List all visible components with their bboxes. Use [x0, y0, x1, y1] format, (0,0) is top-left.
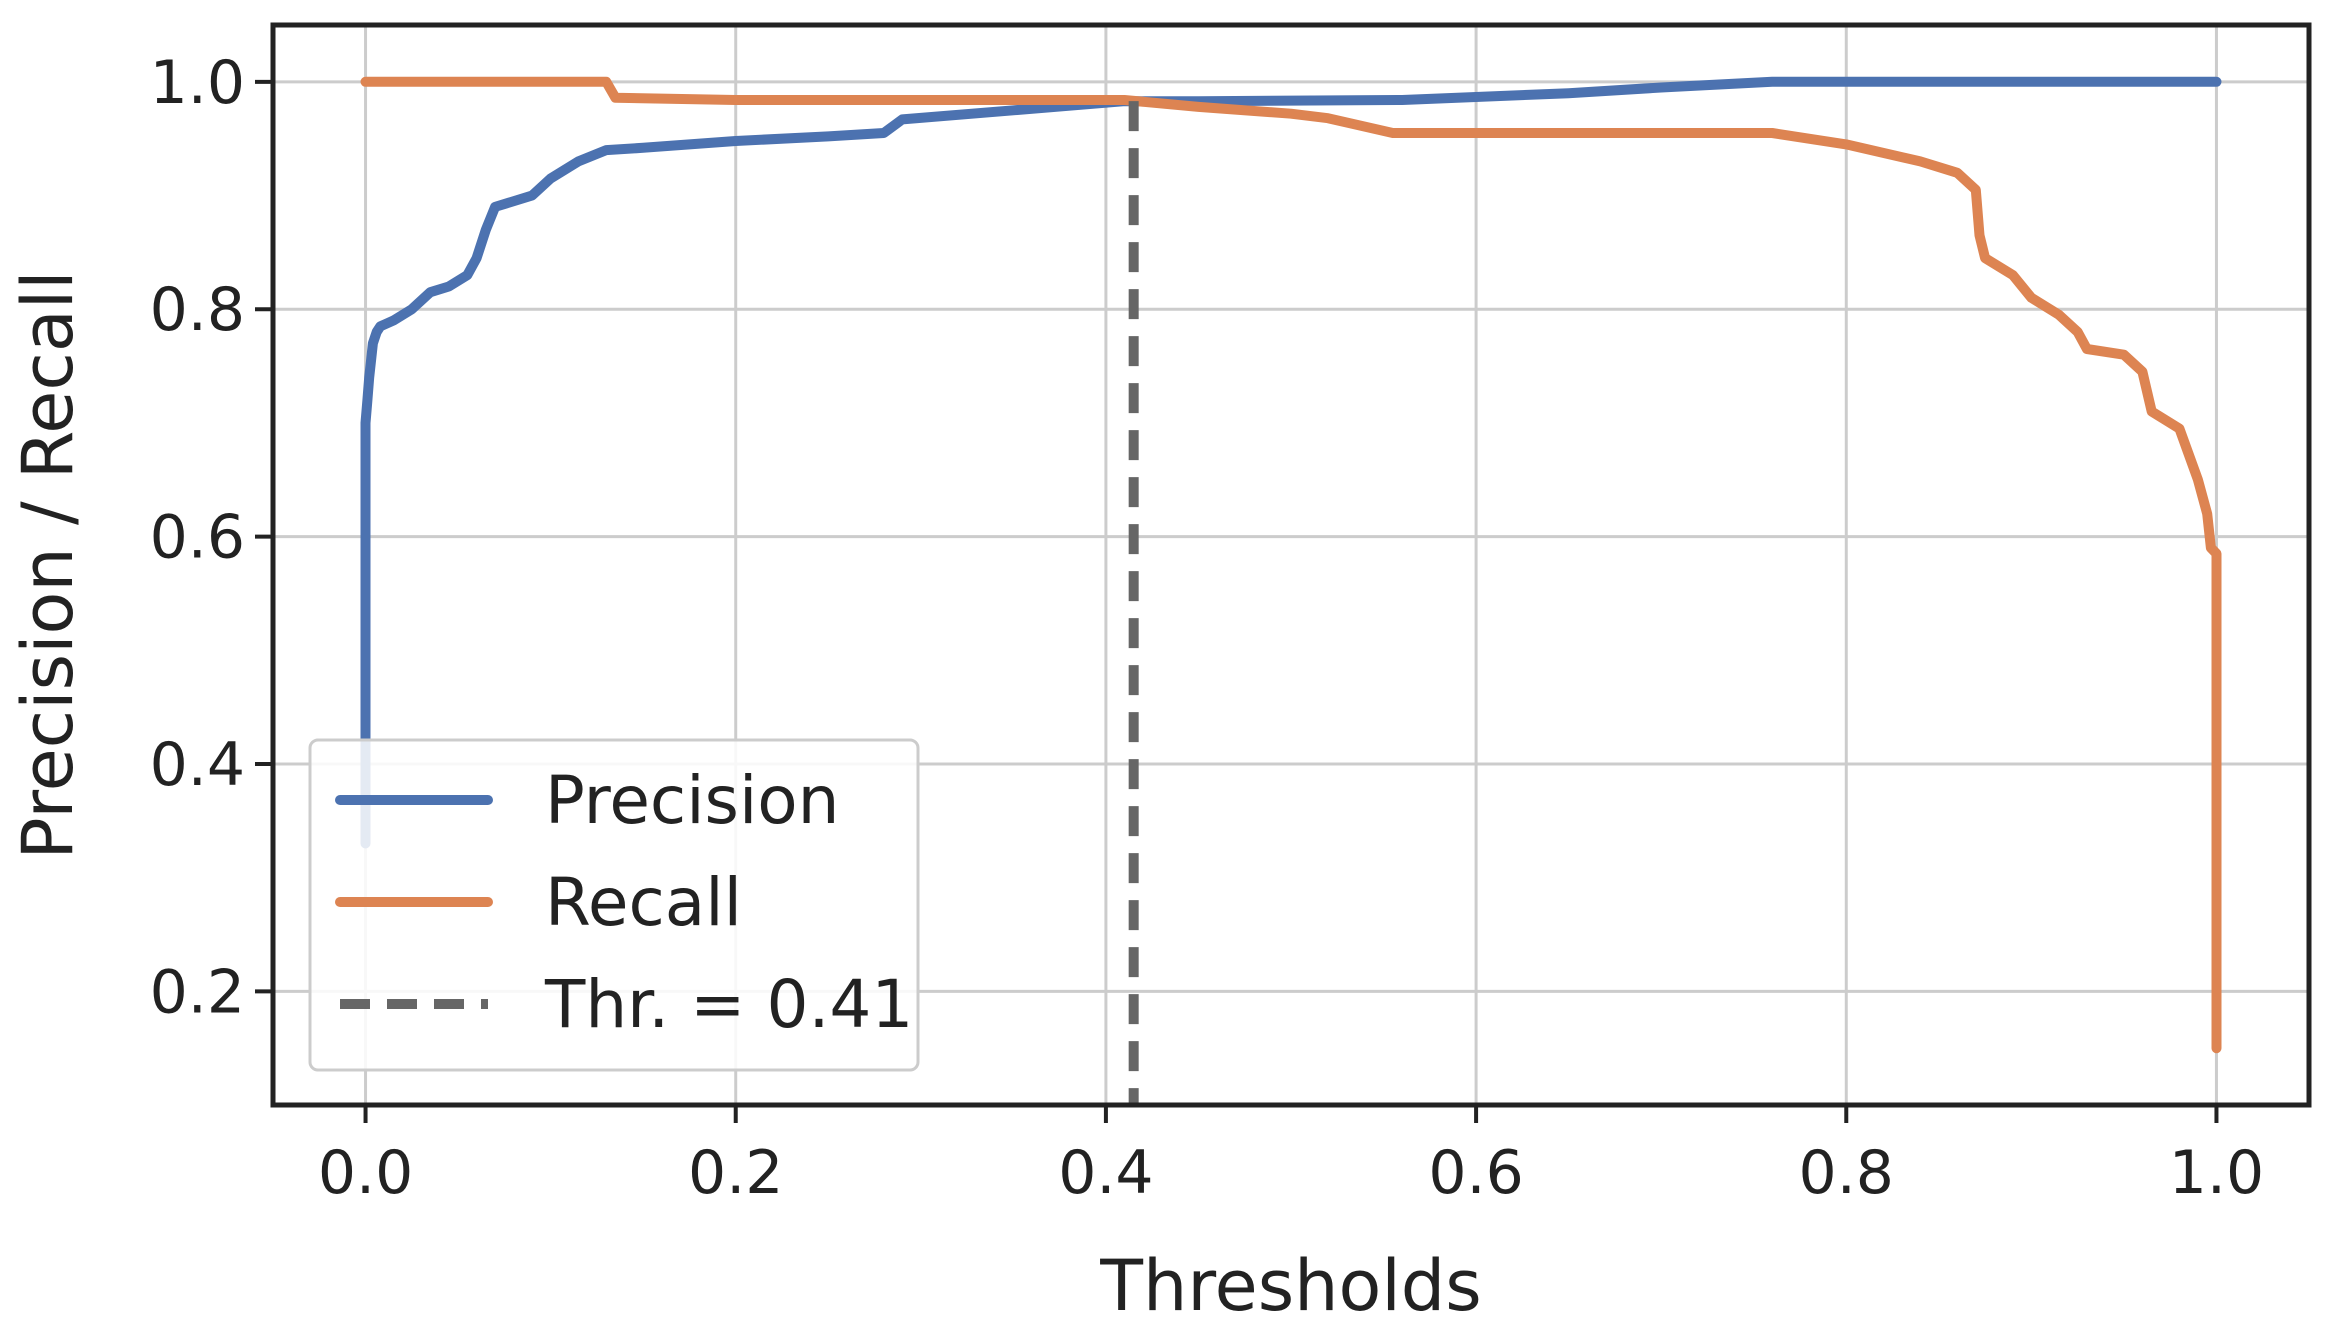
plot-frame — [270, 22, 2312, 1108]
y-tick-label: 1.0 — [150, 48, 245, 118]
y-tick-label: 0.8 — [150, 275, 245, 345]
legend-label: Precision — [545, 762, 840, 839]
x-tick-label: 0.8 — [1799, 1138, 1894, 1208]
ticks: 0.0 0.2 0.4 0.6 0.8 1.0 0.2 0.4 0.6 0.8 1.0 — [150, 48, 2265, 1208]
x-tick-label: 0.2 — [688, 1138, 783, 1208]
y-axis-label: Precision / Recall — [7, 270, 89, 859]
series-line-precision — [360, 76, 2222, 849]
y-tick-label: 0.6 — [150, 503, 245, 573]
data-layer — [360, 76, 2222, 1105]
x-tick-label: 0.0 — [318, 1138, 413, 1208]
legend-label: Recall — [545, 864, 742, 941]
x-tick-label: 0.6 — [1428, 1138, 1523, 1208]
x-tick-label: 0.4 — [1058, 1138, 1153, 1208]
x-tick-label: 1.0 — [2169, 1138, 2264, 1208]
legend-box — [308, 738, 920, 1072]
y-tick-label: 0.4 — [150, 730, 245, 800]
x-axis-label: Thresholds — [1099, 1245, 1481, 1327]
legend: Precision Recall Thr. = 0.41 — [308, 738, 920, 1072]
series-line-recall — [360, 76, 2222, 1054]
y-tick-label: 0.2 — [150, 957, 245, 1027]
legend-label: Thr. = 0.41 — [544, 966, 913, 1043]
